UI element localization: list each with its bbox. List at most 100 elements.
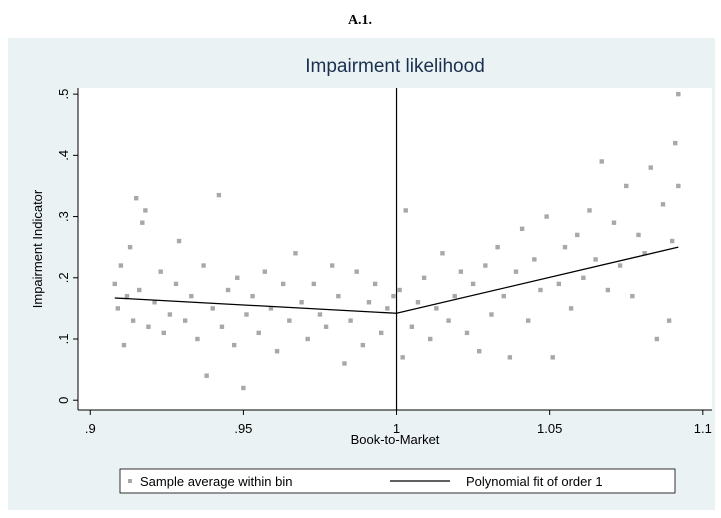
- point: [274, 349, 280, 354]
- point: [550, 355, 555, 360]
- point: [409, 324, 415, 329]
- plot-area: [78, 88, 712, 410]
- point: [173, 281, 179, 287]
- point: [532, 257, 537, 262]
- point: [130, 318, 136, 323]
- point: [464, 330, 470, 336]
- x-tick-label: .95: [234, 421, 252, 436]
- y-tick-label: .4: [56, 150, 71, 161]
- x-tick-label: 1: [393, 421, 400, 436]
- point: [446, 318, 451, 323]
- point: [458, 269, 464, 274]
- point: [669, 238, 675, 244]
- point: [167, 312, 173, 317]
- point: [204, 373, 209, 378]
- point: [642, 251, 647, 256]
- point: [225, 287, 231, 293]
- point: [611, 220, 617, 225]
- point: [599, 159, 604, 164]
- point: [143, 208, 148, 213]
- point: [624, 183, 629, 189]
- point: [403, 208, 408, 213]
- point: [477, 349, 482, 354]
- point: [287, 318, 292, 323]
- y-tick-label: .2: [56, 272, 71, 283]
- point: [526, 318, 531, 323]
- heading: A.1.: [348, 13, 372, 28]
- point: [581, 275, 586, 280]
- point: [617, 263, 623, 268]
- point: [235, 275, 240, 280]
- legend-label: Sample average within bin: [140, 474, 292, 489]
- point: [556, 281, 562, 287]
- point: [152, 300, 157, 305]
- point: [513, 269, 519, 274]
- point: [673, 140, 678, 146]
- point: [216, 192, 222, 198]
- point: [575, 232, 580, 238]
- point: [397, 287, 402, 293]
- legend-swatch: [128, 479, 132, 483]
- point: [666, 318, 672, 323]
- point: [434, 306, 439, 311]
- point: [366, 300, 372, 305]
- point: [483, 263, 488, 268]
- point: [241, 385, 246, 391]
- y-tick-label: 0: [56, 397, 71, 404]
- point: [495, 244, 500, 250]
- point: [593, 257, 598, 262]
- point: [636, 232, 641, 238]
- point: [317, 312, 323, 317]
- point: [146, 324, 151, 329]
- point: [562, 244, 568, 250]
- point: [330, 263, 335, 268]
- point: [140, 220, 145, 225]
- point: [262, 269, 268, 274]
- point: [232, 342, 237, 348]
- point: [676, 91, 681, 97]
- point: [121, 342, 127, 348]
- point: [501, 293, 506, 299]
- point: [415, 300, 421, 305]
- point: [630, 293, 635, 299]
- point: [133, 195, 139, 201]
- point: [281, 281, 286, 287]
- point: [342, 361, 347, 366]
- y-tick-label: .5: [56, 89, 71, 100]
- x-tick-label: 1.05: [537, 421, 562, 436]
- point: [372, 281, 378, 287]
- point: [676, 183, 681, 189]
- point: [124, 293, 130, 299]
- point: [452, 293, 457, 299]
- point: [182, 318, 188, 323]
- point: [158, 269, 163, 274]
- point: [189, 293, 194, 299]
- point: [568, 306, 574, 311]
- point: [379, 330, 384, 336]
- point: [470, 281, 476, 287]
- point: [489, 312, 494, 317]
- point: [118, 263, 124, 268]
- x-tick-label: .9: [85, 421, 96, 436]
- point: [400, 355, 405, 360]
- point: [336, 293, 341, 299]
- point: [127, 244, 133, 250]
- point: [587, 208, 592, 213]
- y-tick-label: .1: [56, 334, 71, 345]
- point: [391, 293, 396, 299]
- point: [507, 355, 513, 360]
- point: [293, 251, 298, 256]
- point: [605, 287, 611, 293]
- point: [305, 336, 310, 342]
- point: [360, 342, 366, 348]
- point: [176, 238, 182, 244]
- point: [519, 226, 525, 231]
- legend-label: Polynomial fit of order 1: [466, 474, 603, 489]
- point: [385, 306, 390, 311]
- point: [544, 214, 549, 219]
- point: [660, 202, 666, 207]
- point: [299, 300, 304, 305]
- point: [112, 281, 117, 287]
- point: [256, 330, 261, 336]
